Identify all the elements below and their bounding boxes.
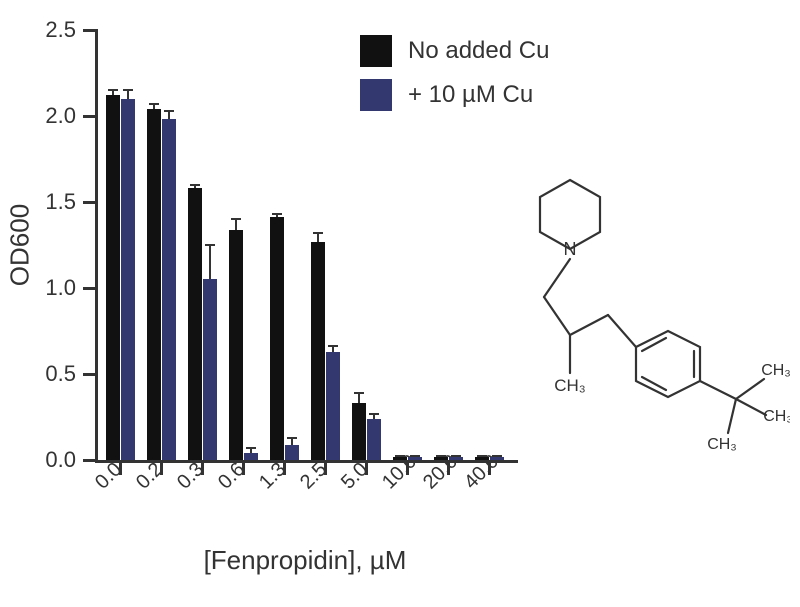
y-tick-label: 2.5	[45, 17, 76, 43]
error-bar-cap	[395, 455, 405, 457]
bar	[270, 217, 284, 460]
y-tick	[83, 201, 98, 204]
legend-label: No added Cu	[408, 37, 549, 65]
bar	[162, 119, 176, 460]
bar	[326, 352, 340, 460]
y-tick	[83, 459, 98, 462]
bar	[490, 457, 504, 460]
error-bar	[291, 438, 293, 445]
error-bar-cap	[313, 232, 323, 234]
bar	[229, 230, 243, 460]
svg-text:N: N	[564, 239, 577, 259]
error-bar-cap	[164, 110, 174, 112]
legend-label: + 10 µM Cu	[408, 81, 533, 109]
bar	[367, 419, 381, 460]
error-bar-cap	[246, 447, 256, 449]
bar	[434, 457, 448, 460]
error-bar-cap	[287, 437, 297, 439]
bar	[393, 457, 407, 460]
error-bar	[358, 393, 360, 403]
y-tick	[83, 287, 98, 290]
y-tick-label: 1.5	[45, 189, 76, 215]
error-bar-cap	[190, 184, 200, 186]
bar	[311, 242, 325, 460]
bar	[244, 453, 258, 460]
bar	[188, 188, 202, 460]
error-bar	[168, 111, 170, 120]
bar	[285, 445, 299, 460]
bar	[408, 457, 422, 460]
legend-swatch	[360, 79, 392, 111]
error-bar-cap	[451, 455, 461, 457]
error-bar	[209, 245, 211, 279]
figure: OD600 [Fenpropidin], µM 0.0 0.5 1.0 1.5 2.0 2…	[0, 0, 800, 607]
bar	[147, 109, 161, 460]
svg-text:CH₃: CH₃	[761, 362, 790, 379]
error-bar-cap	[369, 413, 379, 415]
legend-item: + 10 µM Cu	[360, 79, 549, 111]
bar	[121, 99, 135, 460]
svg-text:CH₃: CH₃	[707, 436, 737, 453]
error-bar-cap	[436, 455, 446, 457]
error-bar-cap	[354, 392, 364, 394]
error-bar-cap	[231, 218, 241, 220]
error-bar-cap	[328, 345, 338, 347]
x-axis-label: [Fenpropidin], µM	[95, 545, 515, 576]
y-tick	[83, 373, 98, 376]
bar	[449, 457, 463, 460]
error-bar-cap	[108, 89, 118, 91]
y-tick	[83, 29, 98, 32]
svg-text:CH₃: CH₃	[763, 408, 790, 425]
y-tick-label: 0.0	[45, 447, 76, 473]
legend-item: No added Cu	[360, 35, 549, 67]
y-tick-label: 0.5	[45, 361, 76, 387]
y-tick-label: 1.0	[45, 275, 76, 301]
chemical-structure: N CH₃ CH₃	[500, 175, 790, 455]
svg-text:CH₃: CH₃	[554, 376, 585, 395]
error-bar-cap	[272, 213, 282, 215]
error-bar-cap	[477, 455, 487, 457]
error-bar	[235, 219, 237, 229]
bar	[475, 457, 489, 460]
y-tick	[83, 115, 98, 118]
bar	[203, 279, 217, 460]
y-axis-label: OD600	[5, 204, 36, 286]
error-bar-cap	[149, 103, 159, 105]
error-bar	[317, 233, 319, 242]
error-bar-cap	[205, 244, 215, 246]
legend-swatch	[360, 35, 392, 67]
legend: No added Cu + 10 µM Cu	[360, 35, 549, 123]
error-bar-cap	[123, 89, 133, 91]
error-bar-cap	[410, 455, 420, 457]
y-tick-label: 2.0	[45, 103, 76, 129]
error-bar	[127, 90, 129, 99]
bar	[106, 95, 120, 460]
bar	[352, 403, 366, 460]
